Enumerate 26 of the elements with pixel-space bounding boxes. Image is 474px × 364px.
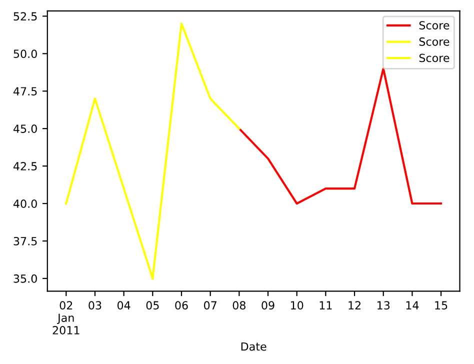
y-tick-label: 40.0 <box>13 199 37 208</box>
y-tick-label: 52.5 <box>14 12 37 21</box>
x-tick-label: 14 <box>406 301 419 310</box>
x-tick-label: 09 <box>262 301 274 310</box>
x-tick-label: 08 <box>232 301 246 310</box>
y-tick-label: 37.5 <box>14 236 37 246</box>
y-tick-label: 42.5 <box>13 162 37 170</box>
y-tick-label: 45.0 <box>13 124 37 133</box>
x-tick-label: 11 <box>320 301 332 310</box>
legend-label: Score <box>419 21 450 30</box>
y-tick-label: 47.5 <box>13 87 37 96</box>
y-tick-label: 50.0 <box>14 50 37 58</box>
x-tick-label: 02 Jan 2011 <box>52 301 80 334</box>
legend-label: Score <box>419 37 450 46</box>
x-tick-label: 12 <box>348 301 360 310</box>
x-tick-label: 03 <box>88 301 102 310</box>
x-tick-label: 10 <box>291 301 304 310</box>
x-tick-label: 15 <box>435 301 448 310</box>
x-tick-label: 06 <box>175 301 188 310</box>
x-tick-label: 04 <box>117 301 130 310</box>
x-tick-label: 13 <box>378 301 390 310</box>
y-tick-label: 35.0 <box>14 274 37 283</box>
x-tick-label: 05 <box>146 301 159 310</box>
x-tick-label: 07 <box>204 301 216 310</box>
x-axis-title: Date <box>241 342 266 351</box>
legend-label: Score <box>419 54 450 62</box>
